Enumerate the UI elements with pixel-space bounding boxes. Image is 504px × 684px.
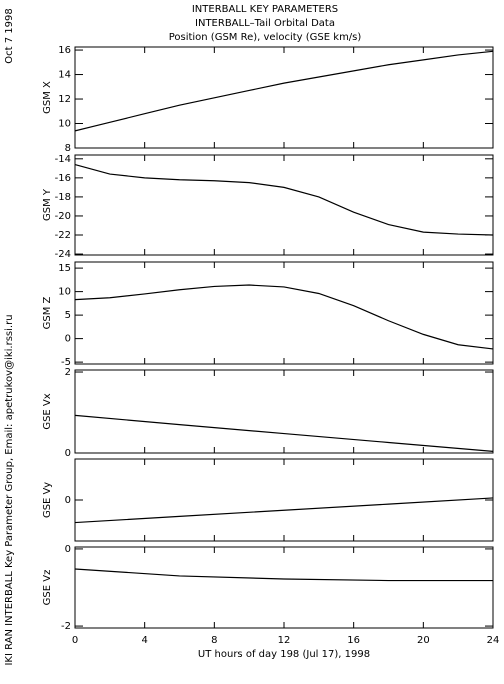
y-axis-label: GSE Vy [42, 482, 53, 518]
y-tick-label: -24 [55, 249, 71, 260]
side-date: Oct 7 1998 [4, 8, 15, 63]
panel-frame [74, 369, 494, 454]
y-tick-label: 16 [58, 45, 71, 56]
y-tick-label: -20 [55, 211, 71, 222]
x-tick-label: 4 [141, 635, 147, 646]
x-tick-label: 8 [211, 635, 217, 646]
y-axis-label: GSE Vz [42, 570, 53, 606]
y-tick-label: -14 [55, 154, 71, 165]
y-axis-label: GSM Z [42, 296, 53, 329]
y-tick-label: 10 [58, 287, 71, 298]
side-credit: IKI RAN INTERBALL Key Parameter Group, E… [4, 314, 15, 665]
data-line [74, 284, 494, 350]
data-line [74, 50, 494, 132]
y-axis-label: GSM Y [42, 188, 53, 221]
y-tick-label: 0 [65, 495, 71, 506]
y-tick-label: 8 [65, 143, 71, 154]
x-tick-label: 0 [72, 635, 78, 646]
x-tick-label: 20 [417, 635, 430, 646]
title-line: Position (GSM Re), velocity (GSE km/s) [169, 32, 362, 43]
y-tick-label: -5 [61, 357, 71, 368]
y-axis-label: GSM X [42, 81, 53, 114]
y-tick-label: -2 [61, 621, 71, 632]
y-tick-label: 0 [65, 448, 71, 459]
y-tick-label: 12 [58, 94, 71, 105]
y-axis-label: GSE Vx [42, 393, 53, 429]
y-tick-label: 10 [58, 119, 71, 130]
data-line [74, 414, 494, 452]
panel-frame [74, 261, 494, 365]
panel-frame [74, 546, 494, 629]
panel-frame [74, 458, 494, 542]
data-line [74, 568, 493, 582]
y-tick-label: 5 [65, 310, 71, 321]
y-tick-label: -16 [55, 173, 71, 184]
panel-frame [74, 154, 494, 256]
x-tick-label: 24 [487, 635, 500, 646]
data-line [74, 497, 494, 524]
title-line: INTERBALL–Tail Orbital Data [195, 18, 335, 29]
y-tick-label: 2 [65, 367, 71, 378]
title-line: INTERBALL KEY PARAMETERS [192, 4, 338, 15]
y-tick-label: 14 [58, 70, 71, 81]
x-axis-label: UT hours of day 198 (Jul 17), 1998 [198, 649, 370, 660]
panel-frame [74, 46, 494, 149]
data-line [74, 163, 494, 236]
y-tick-label: 0 [65, 334, 71, 345]
x-tick-label: 16 [347, 635, 360, 646]
y-tick-label: -22 [55, 230, 71, 241]
y-tick-label: 0 [65, 544, 71, 555]
y-tick-label: -18 [55, 192, 71, 203]
y-tick-label: 15 [58, 263, 71, 274]
x-tick-label: 12 [278, 635, 291, 646]
